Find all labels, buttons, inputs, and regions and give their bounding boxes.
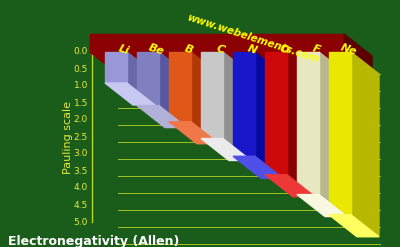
Polygon shape <box>201 52 223 139</box>
Polygon shape <box>137 52 159 105</box>
Text: 1.0: 1.0 <box>74 82 88 90</box>
Polygon shape <box>329 52 351 215</box>
Text: 2.5: 2.5 <box>74 132 88 142</box>
Text: 0.5: 0.5 <box>74 64 88 74</box>
Polygon shape <box>201 139 251 161</box>
Polygon shape <box>344 34 372 74</box>
Text: www.webelements.com: www.webelements.com <box>185 13 320 65</box>
Text: 0.0: 0.0 <box>74 47 88 57</box>
Polygon shape <box>255 52 283 178</box>
Text: N: N <box>246 43 258 56</box>
Polygon shape <box>159 52 187 128</box>
Text: Ne: Ne <box>339 42 358 57</box>
Polygon shape <box>191 52 219 144</box>
Text: 4.0: 4.0 <box>74 184 88 192</box>
Text: C: C <box>215 43 226 56</box>
Polygon shape <box>233 156 283 178</box>
Text: F: F <box>311 44 322 56</box>
Text: Electronegativity (Allen): Electronegativity (Allen) <box>8 235 179 247</box>
Polygon shape <box>169 122 219 144</box>
Polygon shape <box>265 175 315 197</box>
Text: Be: Be <box>147 42 166 57</box>
Text: 4.5: 4.5 <box>74 201 88 209</box>
Polygon shape <box>137 105 187 128</box>
Polygon shape <box>169 52 191 122</box>
Text: 5.0: 5.0 <box>74 218 88 226</box>
Polygon shape <box>265 52 287 175</box>
Polygon shape <box>233 52 255 156</box>
Polygon shape <box>319 52 347 217</box>
Polygon shape <box>105 83 155 105</box>
Text: B: B <box>183 43 194 56</box>
Text: Pauling scale: Pauling scale <box>63 101 73 173</box>
Polygon shape <box>297 195 347 217</box>
Polygon shape <box>329 215 379 237</box>
Polygon shape <box>127 52 155 105</box>
Text: 2.0: 2.0 <box>74 116 88 124</box>
Text: 3.0: 3.0 <box>74 149 88 159</box>
Polygon shape <box>223 52 251 161</box>
Polygon shape <box>287 52 315 197</box>
Text: O: O <box>278 43 290 56</box>
Text: 3.5: 3.5 <box>74 166 88 176</box>
Polygon shape <box>90 34 344 52</box>
Polygon shape <box>90 52 372 74</box>
Text: 1.5: 1.5 <box>74 99 88 107</box>
Text: Li: Li <box>118 43 131 56</box>
Polygon shape <box>105 52 127 83</box>
Polygon shape <box>351 52 379 237</box>
Polygon shape <box>297 52 319 195</box>
